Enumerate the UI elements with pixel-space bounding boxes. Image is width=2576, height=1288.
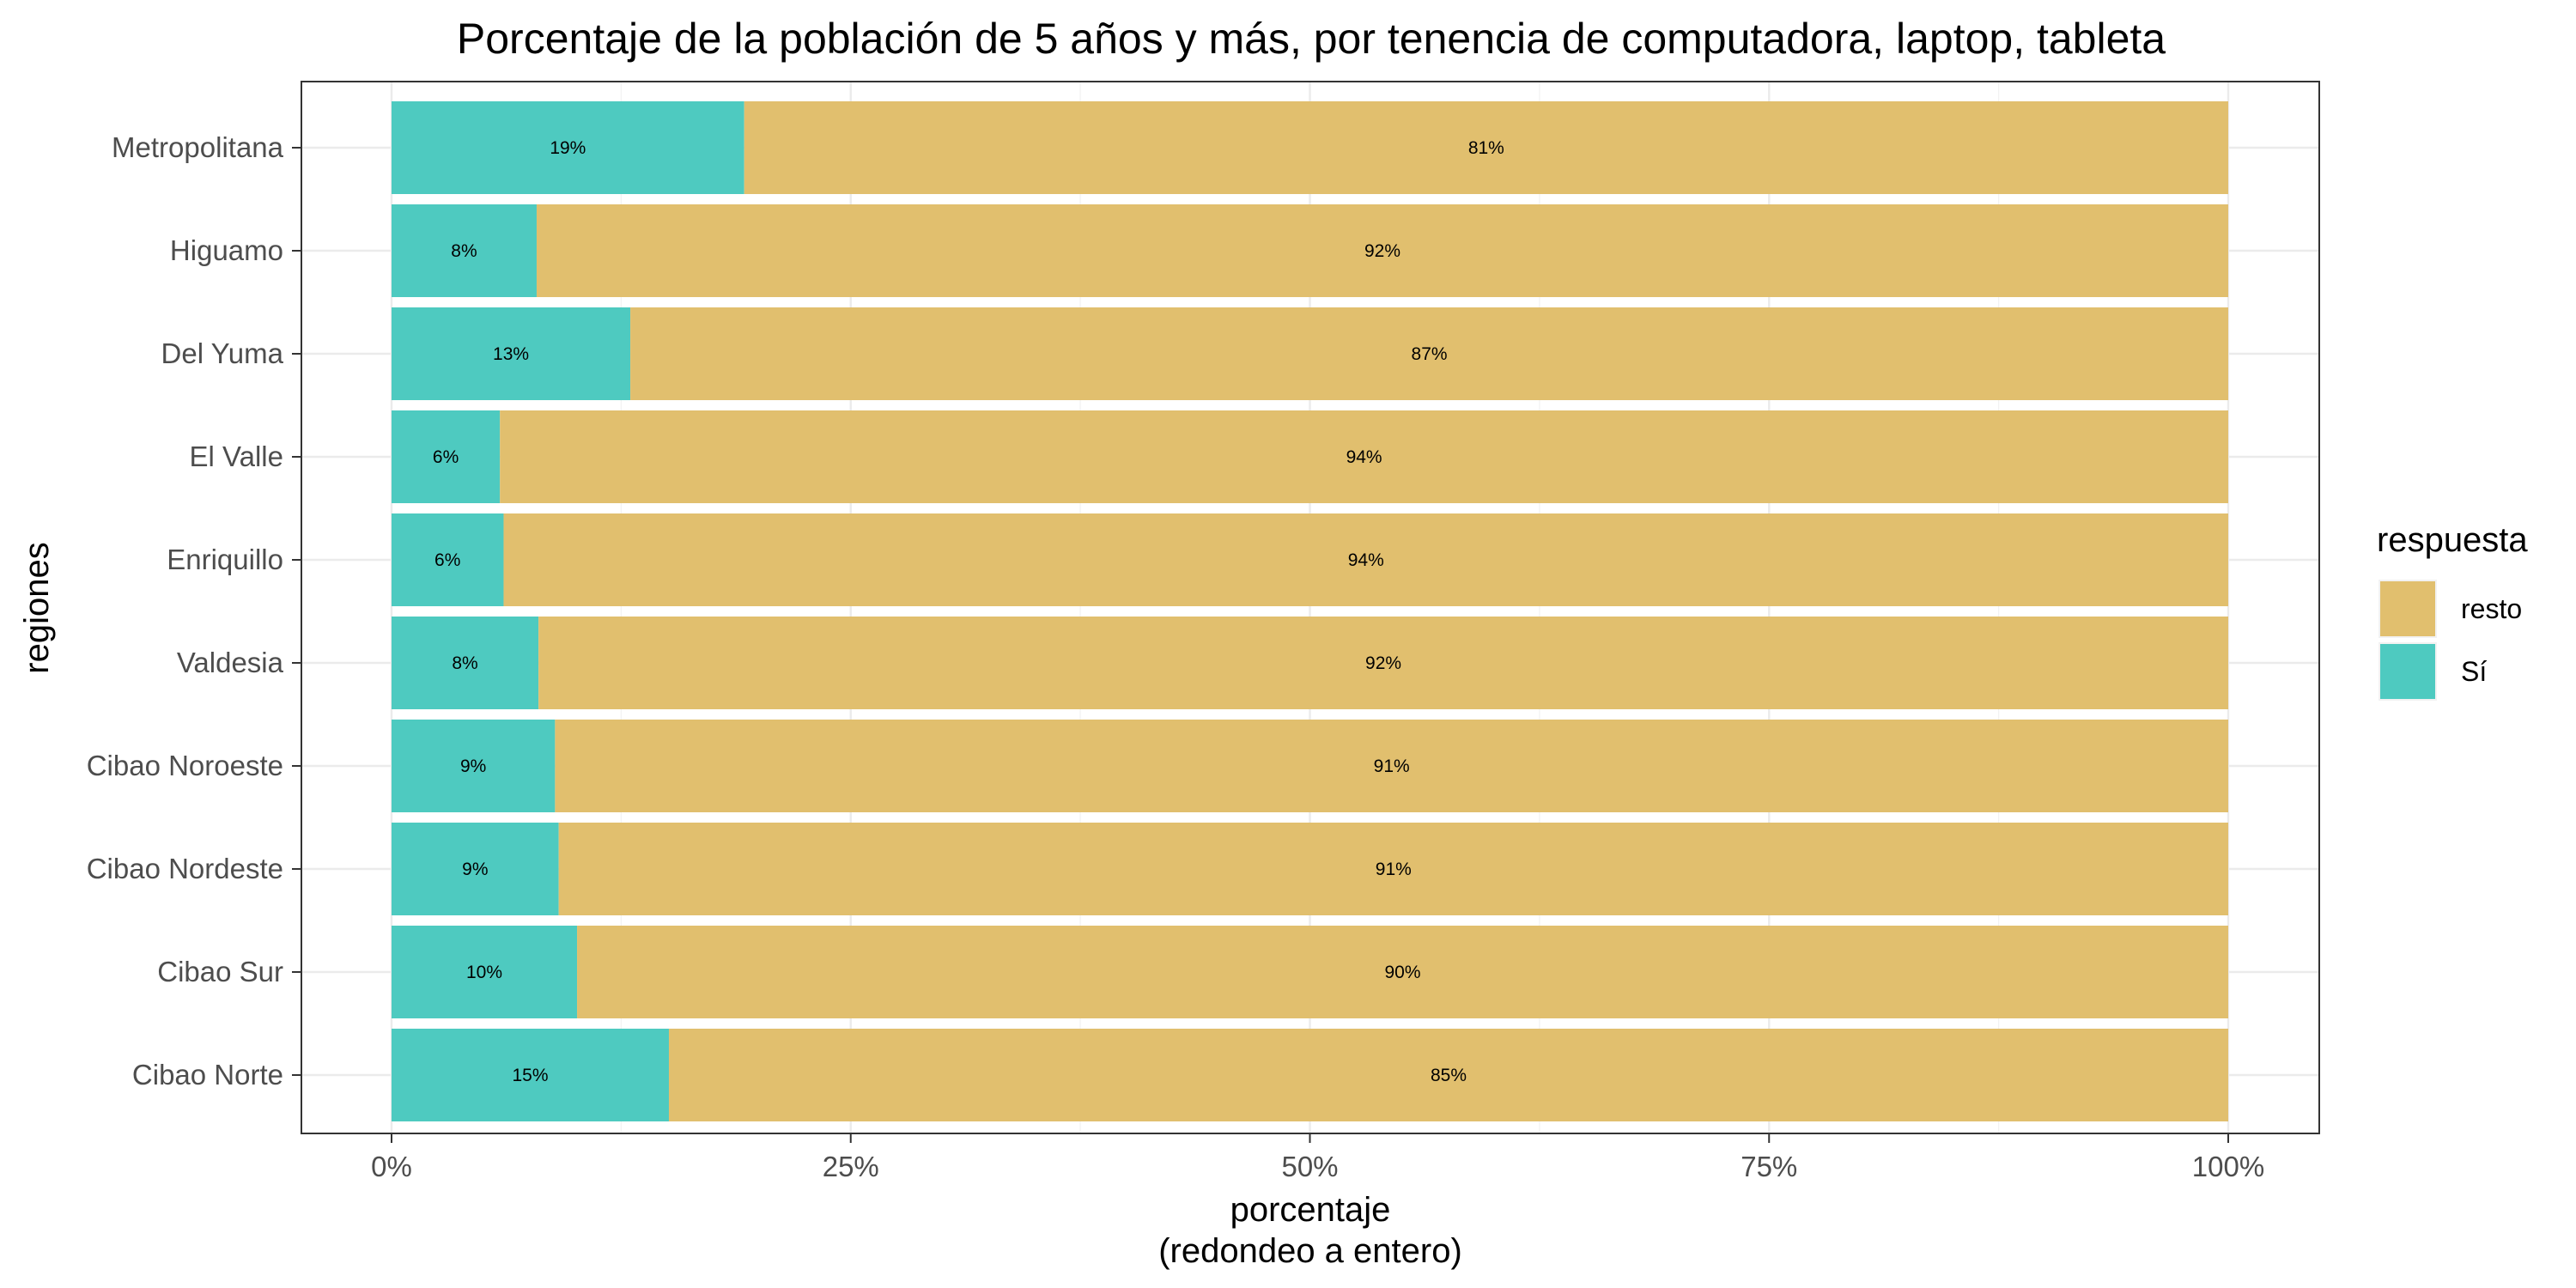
bar [744,101,2228,194]
bar-value-label: 13% [493,344,529,364]
x-tick-label: 100% [2192,1151,2264,1182]
x-axis-title: porcentaje [1230,1191,1391,1229]
bar [392,513,504,606]
legend-entries: resto Sí [2379,580,2522,701]
bar [558,823,2229,915]
chart-title: Porcentaje de la población de 5 años y m… [457,15,2166,63]
bar-value-label: 81% [1468,138,1504,158]
y-tick-label: Cibao Nordeste [87,853,283,884]
bar [538,617,2228,709]
x-tick-label: 25% [823,1151,879,1182]
legend-swatch [2380,581,2435,636]
bar [503,513,2228,606]
bar-value-label: 85% [1431,1066,1467,1085]
y-tick-label: Del Yuma [161,337,284,369]
legend-title: respuesta [2377,521,2528,559]
x-axis-subtitle: (redondeo a entero) [1158,1232,1462,1270]
bar [392,307,631,400]
bar [392,410,501,503]
y-tick-label: Valdesia [177,647,284,678]
bar-value-label: 94% [1348,550,1384,570]
y-tick-label: Cibao Noroeste [87,750,283,781]
bar-value-label: 91% [1376,860,1412,879]
bar [392,926,578,1018]
bar-value-label: 91% [1374,756,1410,776]
x-tick-label: 0% [371,1151,412,1182]
y-tick-label: Cibao Sur [157,956,283,987]
plot-area: 19% 81% 8% 92% 13% 87% 6% 94% 6% 94% 8% 92% 9% 91% 9% 9… [301,81,2320,1134]
y-tick-label: El Valle [190,440,283,472]
bar-value-label: 15% [512,1066,548,1085]
bar-value-label: 10% [466,963,502,982]
bar-value-label: 19% [550,138,586,158]
bar [536,204,2229,297]
bar-value-label: 87% [1412,344,1448,364]
bar [392,823,559,915]
bar [392,617,539,709]
y-tick-label: Enriquillo [167,544,283,575]
legend-label: resto [2461,593,2522,624]
bar-value-label: 94% [1346,447,1382,467]
x-axis: 0% 25% 50% 75% 100% [371,1133,2264,1182]
y-tick-label: Metropolitana [112,131,284,163]
bar-value-label: 92% [1365,653,1401,673]
bar [500,410,2229,503]
legend-label: Sí [2461,656,2487,687]
bars [392,101,2229,1121]
bar-value-label: 9% [460,756,486,776]
bar [577,926,2228,1018]
bar [555,720,2228,812]
y-axis: Metropolitana Higuamo Del Yuma El Valle Enri… [87,131,301,1091]
legend-swatch [2380,644,2435,699]
bar [668,1029,2228,1121]
x-tick-label: 50% [1281,1151,1338,1182]
bar-labels: 19% 81% 8% 92% 13% 87% 6% 94% 6% 94% 8% 92% 9% 91% 9% 9… [433,138,1504,1085]
bar [392,101,744,194]
y-tick-label: Cibao Norte [132,1059,283,1091]
bar-value-label: 8% [451,241,477,261]
bar [630,307,2228,400]
bar-value-label: 9% [462,860,488,879]
y-axis-title: regiones [18,542,56,673]
bar [392,1029,669,1121]
bar-value-label: 90% [1385,963,1421,982]
bar-value-label: 6% [433,447,459,467]
bar [392,720,556,812]
bar-value-label: 8% [452,653,477,673]
bar-value-label: 6% [434,550,460,570]
bar [392,204,537,297]
legend: respuesta resto Sí [2377,521,2528,701]
bar-value-label: 92% [1364,241,1400,261]
x-tick-label: 75% [1741,1151,1797,1182]
y-tick-label: Higuamo [170,234,283,266]
